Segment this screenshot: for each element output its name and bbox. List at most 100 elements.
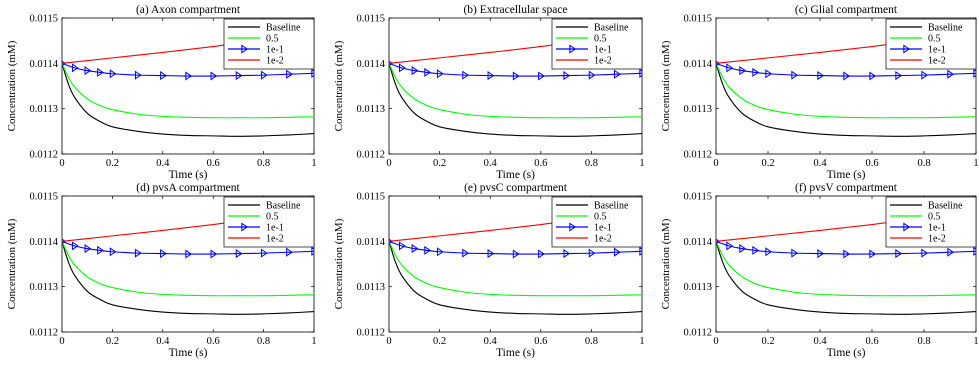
chart-title: (b) Extracellular space	[463, 4, 567, 16]
legend-label: 0.5	[928, 34, 941, 45]
series-group	[716, 31, 976, 137]
y-tick-label: 0.0115	[357, 192, 386, 203]
data-point-marker	[512, 249, 520, 259]
data-point-marker	[588, 248, 596, 258]
x-tick-label: 0.6	[207, 336, 220, 347]
data-point-marker	[462, 248, 470, 258]
y-tick-label: 0.0114	[684, 237, 713, 248]
y-axis-label: Concentration (mM)	[333, 40, 345, 131]
x-tick-label: 0.6	[534, 158, 547, 169]
data-point-marker	[843, 71, 851, 81]
x-axis-label: Time (s)	[827, 347, 866, 359]
y-tick-label: 0.0112	[30, 328, 59, 339]
legend-label: 1e-2	[928, 234, 946, 245]
chart-panel-2: (c) Glial compartment 0 0.2 0.4 0.6 0.8 1 0.011…	[660, 4, 979, 181]
y-tick-label: 0.0113	[684, 104, 713, 115]
series-line-0.5	[716, 241, 976, 297]
series-line-1e-1	[389, 62, 642, 77]
x-tick-label: 0.8	[585, 158, 598, 169]
x-tick-label: 0.4	[484, 336, 498, 347]
chart-panel-4: (e) pvsC compartment 0 0.2 0.4 0.6 0.8 1 0.0112…	[333, 182, 645, 359]
series-line-Baseline	[389, 241, 642, 315]
plot-frame	[388, 195, 643, 333]
y-tick-label: 0.0115	[357, 14, 386, 25]
data-point-marker	[235, 71, 243, 81]
data-point-marker	[739, 244, 747, 254]
legend-label: Baseline	[928, 201, 963, 212]
x-tick-label: 1	[311, 158, 316, 169]
data-point-marker	[398, 63, 406, 73]
data-point-marker	[71, 63, 79, 73]
data-point-marker	[462, 70, 470, 80]
chart-title: (d) pvsA compartment	[136, 182, 240, 194]
x-tick-label: 0	[59, 158, 64, 169]
x-tick-label: 0.6	[207, 158, 220, 169]
data-point-marker	[411, 244, 419, 254]
legend-marker	[903, 222, 911, 232]
x-axis-label: Time (s)	[827, 169, 866, 181]
data-point-marker	[639, 68, 642, 78]
y-tick-label: 0.0112	[684, 150, 713, 161]
series-line-1e-1	[62, 240, 314, 255]
data-point-marker	[134, 248, 142, 258]
data-point-marker	[716, 60, 721, 67]
data-point-marker	[538, 71, 545, 81]
legend-marker	[903, 44, 911, 54]
data-point-marker	[726, 241, 734, 251]
data-point-marker	[286, 247, 293, 257]
series-line-Baseline	[716, 241, 976, 315]
x-tick-label: 0.8	[257, 336, 270, 347]
plot-frame	[715, 17, 977, 155]
data-point-marker	[185, 71, 193, 81]
x-tick-label: 0.2	[106, 336, 119, 347]
series-line-Baseline	[62, 241, 314, 315]
y-tick-label: 0.0115	[684, 192, 713, 203]
data-point-marker	[869, 71, 877, 81]
x-axis-label: Time (s)	[169, 347, 208, 359]
series-group	[389, 209, 642, 315]
data-point-marker	[752, 245, 760, 255]
chart-panel-3: (d) pvsA compartment 0 0.2 0.4 0.6 0.8 1 0.0112…	[6, 182, 317, 359]
x-tick-label: 0.8	[257, 158, 270, 169]
data-point-marker	[538, 249, 545, 259]
legend-label: 1e-2	[928, 56, 946, 67]
data-point-marker	[424, 245, 432, 255]
x-tick-label: 0.6	[534, 336, 547, 347]
data-point-marker	[424, 67, 432, 77]
data-point-marker	[817, 71, 825, 81]
x-tick-label: 1	[973, 336, 978, 347]
data-point-marker	[109, 69, 117, 79]
legend-label: 1e-1	[928, 45, 946, 56]
legend-label: Baseline	[928, 23, 963, 34]
x-tick-label: 0	[386, 336, 391, 347]
legend-marker	[569, 44, 577, 54]
data-point-marker	[311, 68, 314, 78]
x-axis-label: Time (s)	[169, 169, 208, 181]
data-point-marker	[921, 248, 929, 258]
series-line-1e-1	[716, 62, 976, 77]
data-point-marker	[895, 249, 903, 259]
chart-title: (c) Glial compartment	[795, 4, 898, 16]
data-point-marker	[487, 249, 495, 259]
data-point-marker	[563, 71, 571, 81]
x-tick-label: 0.2	[761, 336, 774, 347]
y-axis-label: Concentration (mM)	[6, 218, 18, 309]
legend-label: Baseline	[594, 23, 629, 34]
legend-label: 0.5	[266, 34, 279, 45]
data-point-marker	[973, 68, 976, 78]
data-point-marker	[160, 71, 167, 81]
data-point-marker	[947, 247, 955, 257]
legend-label: 0.5	[594, 34, 607, 45]
legend-label: 0.5	[266, 212, 279, 223]
chart-title: (e) pvsC compartment	[464, 182, 568, 194]
series-group	[62, 209, 314, 315]
data-point-marker	[791, 248, 799, 258]
data-point-marker	[97, 67, 104, 77]
data-point-marker	[185, 249, 193, 259]
legend-marker	[569, 222, 577, 232]
